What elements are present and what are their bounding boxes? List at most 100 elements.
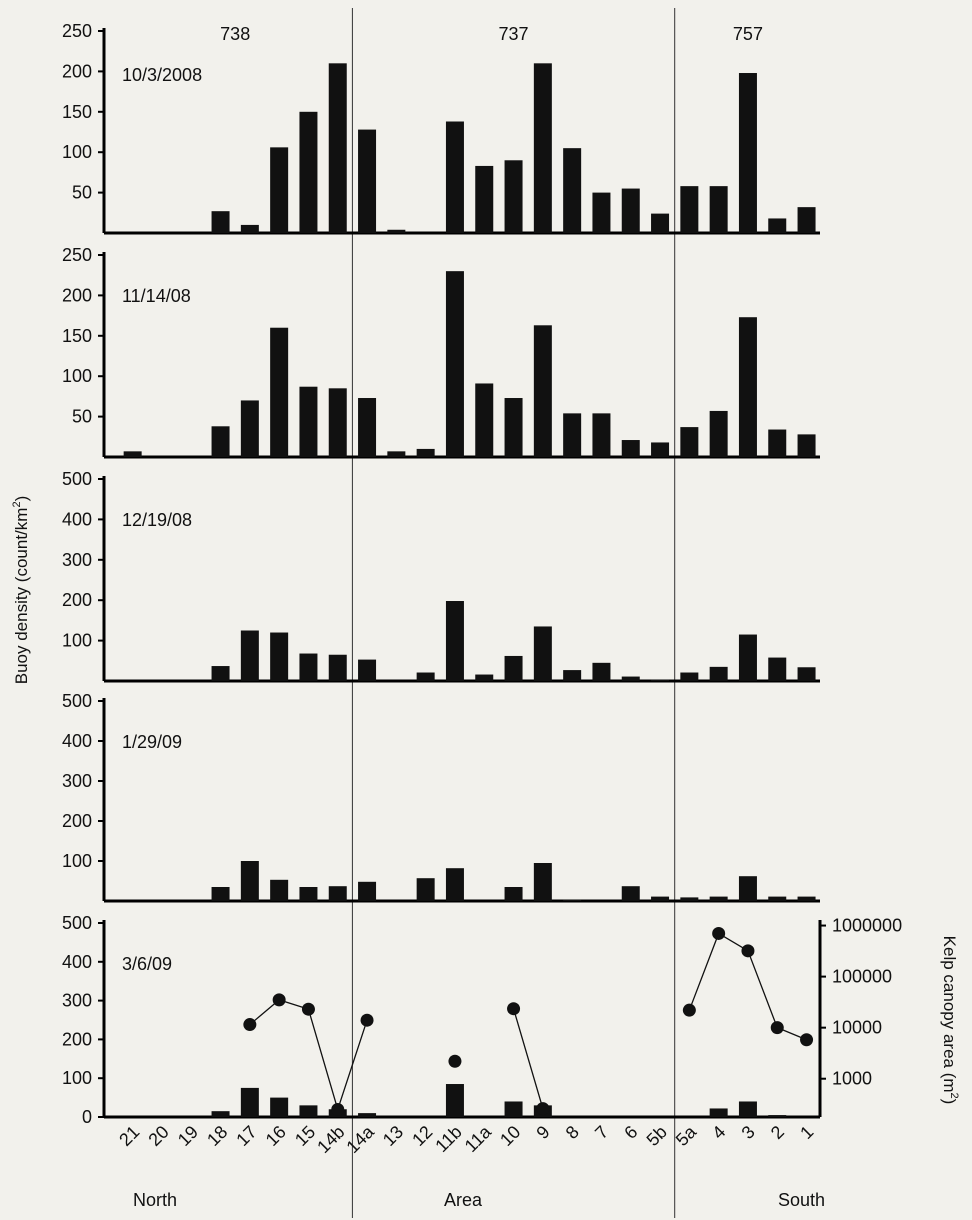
- kelp-point-11b: [448, 1054, 462, 1068]
- x-tick-label-13: 13: [379, 1122, 407, 1150]
- bar-1: [797, 896, 816, 901]
- y-tick-label: 100: [62, 142, 92, 162]
- bar-3: [738, 876, 757, 901]
- y-tick-label: 100: [62, 1068, 92, 1088]
- bar-2: [768, 429, 787, 457]
- kelp-point-14b: [331, 1102, 345, 1116]
- bar-13: [387, 451, 406, 457]
- bar-18: [211, 666, 230, 681]
- y-tick-label: 500: [62, 913, 92, 933]
- bar-7: [592, 192, 611, 233]
- x-tick-label-1: 1: [796, 1122, 817, 1143]
- bar-14b: [328, 388, 347, 457]
- section-dividers: [351, 8, 676, 1218]
- panel-date-label: 12/19/08: [122, 510, 192, 530]
- x-label-south: South: [778, 1190, 825, 1210]
- bar-1: [797, 207, 816, 233]
- panel-3: 100 200 300 400 500 12/19/08: [62, 469, 820, 683]
- bar-3: [738, 634, 757, 681]
- y-tick-label: 300: [62, 991, 92, 1011]
- bar-12: [416, 672, 435, 681]
- bar-3: [738, 317, 757, 457]
- x-tick-label-14b: 14b: [313, 1122, 348, 1157]
- x-tick-label-11b: 11b: [431, 1122, 465, 1156]
- x-tick-label-11a: 11a: [461, 1121, 496, 1156]
- bar-9: [533, 863, 552, 901]
- panel-date-label: 3/6/09: [122, 954, 172, 974]
- y-tick-label: 200: [62, 811, 92, 831]
- bar-14a: [358, 881, 377, 901]
- bar-1: [797, 667, 816, 681]
- y-tick-label: 0: [82, 1107, 92, 1127]
- bar-16: [270, 327, 289, 457]
- kelp-point-14a: [360, 1013, 374, 1027]
- bar-11b: [445, 271, 464, 457]
- x-tick-label-8: 8: [562, 1122, 583, 1143]
- y-tick-label: 300: [62, 550, 92, 570]
- bar-14a: [358, 129, 377, 233]
- bar-11b: [445, 121, 464, 233]
- y-tick-label: 500: [62, 691, 92, 711]
- kelp-point-16: [272, 993, 286, 1007]
- y-tick-label: 50: [72, 407, 92, 427]
- bar-21: [123, 451, 142, 457]
- bar-2: [768, 218, 787, 233]
- bar-4: [709, 666, 728, 681]
- x-tick-label-9: 9: [532, 1122, 553, 1143]
- bar-18: [211, 887, 230, 901]
- x-tick-label-10: 10: [496, 1122, 524, 1150]
- y2-tick-label: 10000: [832, 1018, 882, 1038]
- bar-2: [768, 1115, 787, 1117]
- y2-tick-label: 1000: [832, 1069, 872, 1089]
- bar-11b: [445, 868, 464, 901]
- y-tick-label: 100: [62, 851, 92, 871]
- y-tick-label: 400: [62, 509, 92, 529]
- bar-6: [621, 676, 640, 681]
- x-tick-label-5b: 5b: [643, 1122, 671, 1150]
- bar-18: [211, 211, 230, 233]
- panel-date-label: 10/3/2008: [122, 65, 202, 85]
- bar-10: [504, 160, 523, 233]
- y-tick-label: 250: [62, 21, 92, 41]
- bar-8: [563, 670, 582, 681]
- bar-7: [592, 662, 611, 681]
- y2-tick-label: 1000000: [832, 916, 902, 936]
- x-tick-label-17: 17: [232, 1122, 260, 1150]
- bar-3: [738, 1101, 757, 1117]
- section-label-737: 737: [499, 24, 529, 44]
- x-tick-label-16: 16: [262, 1122, 290, 1150]
- bar-5a: [680, 186, 699, 233]
- kelp-point-9: [536, 1102, 550, 1116]
- y2-axis-label: Kelp canopy area (m2): [940, 936, 960, 1105]
- kelp-series-b-line: [512, 1008, 544, 1109]
- bar-14a: [358, 398, 377, 457]
- bar-16: [270, 147, 289, 233]
- panel-1: 50 100 150 200 250 10/3/2008: [62, 21, 820, 235]
- panel-4: 100 200 300 400 500 1/29/09: [62, 691, 820, 903]
- y-tick-label: 100: [62, 631, 92, 651]
- bar-10: [504, 887, 523, 901]
- bar-15: [299, 386, 318, 457]
- bar-16: [270, 632, 289, 681]
- bar-14b: [328, 654, 347, 681]
- y-tick-label: 100: [62, 366, 92, 386]
- panel-date-label: 1/29/09: [122, 732, 182, 752]
- panel-5: 0 100 200 300 400 500 3/6/09 1000 10000 100000 100…: [62, 913, 902, 1127]
- bar-9: [533, 325, 552, 457]
- bar-17: [240, 1087, 259, 1117]
- y-axis-label: Buoy density (count/km2): [11, 496, 31, 685]
- y-tick-label: 150: [62, 326, 92, 346]
- bar-15: [299, 887, 318, 901]
- x-tick-label-20: 20: [144, 1122, 172, 1150]
- kelp-point-15: [301, 1002, 315, 1016]
- x-tick-label-6: 6: [620, 1122, 641, 1143]
- x-tick-label-3: 3: [738, 1122, 759, 1143]
- bar-9: [533, 63, 552, 233]
- x-label-north: North: [133, 1190, 177, 1210]
- y2-tick-label: 100000: [832, 967, 892, 987]
- kelp-point-10: [507, 1002, 521, 1016]
- bar-16: [270, 1097, 289, 1117]
- bar-10: [504, 655, 523, 681]
